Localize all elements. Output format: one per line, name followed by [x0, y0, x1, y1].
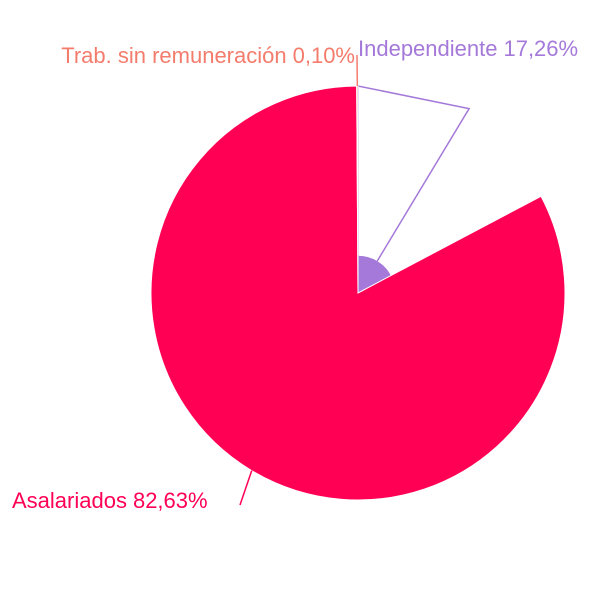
label-name: Independiente — [358, 36, 497, 61]
label-value: 17,26% — [503, 36, 578, 61]
label-name: Trab. sin remuneración — [61, 43, 286, 68]
slice-label: Trab. sin remuneración 0,10% — [61, 43, 355, 68]
slice — [358, 255, 391, 293]
label-value: 0,10% — [293, 43, 355, 68]
connector — [239, 470, 253, 506]
slice-label: Asalariados 82,63% — [12, 488, 208, 513]
slice-label: Independiente 17,26% — [358, 36, 578, 61]
label-value: 82,63% — [133, 488, 208, 513]
label-name: Asalariados — [12, 488, 127, 513]
